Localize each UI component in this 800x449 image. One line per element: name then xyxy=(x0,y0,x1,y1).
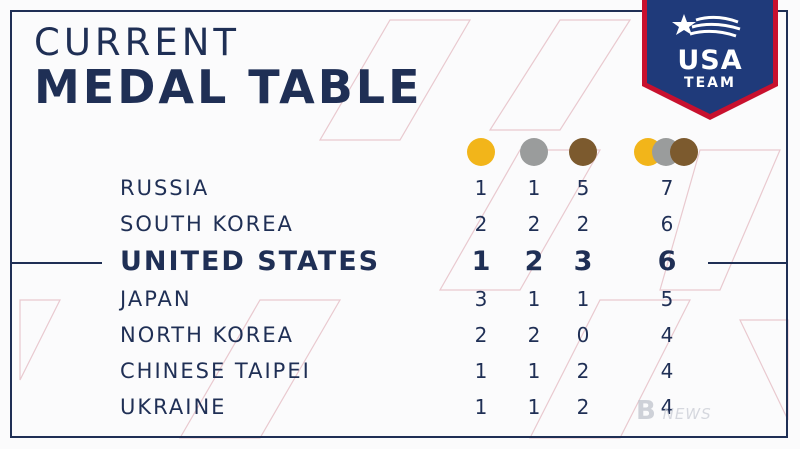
silver-count: 2 xyxy=(527,212,541,236)
watermark-glyph: B xyxy=(636,396,657,426)
total-count: 5 xyxy=(660,287,674,311)
bronze-count: 1 xyxy=(576,287,590,311)
table-row: JAPAN 3 1 1 5 xyxy=(0,283,800,315)
country-name: CHINESE TAIPEI xyxy=(120,359,311,383)
total-count: 4 xyxy=(660,359,674,383)
gold-count: 1 xyxy=(471,246,491,277)
bronze-count: 2 xyxy=(576,395,590,419)
country-name: RUSSIA xyxy=(120,176,210,200)
silver-medal-icon xyxy=(520,138,548,166)
table-row: NORTH KOREA 2 2 0 4 xyxy=(0,319,800,351)
title-line-2: MEDAL TABLE xyxy=(34,60,423,114)
table-row: CHINESE TAIPEI 1 1 2 4 xyxy=(0,355,800,387)
total-count: 4 xyxy=(660,395,674,419)
table-row: RUSSIA 1 1 5 7 xyxy=(0,172,800,204)
silver-count: 1 xyxy=(527,287,541,311)
total-count: 4 xyxy=(660,323,674,347)
country-name: SOUTH KOREA xyxy=(120,212,294,236)
country-name: NORTH KOREA xyxy=(120,323,294,347)
gold-count: 1 xyxy=(474,176,488,200)
table-row: UKRAINE 1 1 2 4 xyxy=(0,391,800,423)
table-row-highlighted: UNITED STATES 1 2 3 6 xyxy=(0,246,800,278)
bronze-count: 0 xyxy=(576,323,590,347)
silver-count: 2 xyxy=(524,246,544,277)
silver-count: 1 xyxy=(527,176,541,200)
bronze-count: 5 xyxy=(576,176,590,200)
bronze-count: 2 xyxy=(576,212,590,236)
watermark-text: NEWS xyxy=(662,405,712,423)
gold-count: 1 xyxy=(474,395,488,419)
table-row: SOUTH KOREA 2 2 2 6 xyxy=(0,208,800,240)
gold-count: 2 xyxy=(474,212,488,236)
total-count: 6 xyxy=(660,212,674,236)
silver-count: 1 xyxy=(527,359,541,383)
total-bronze-icon xyxy=(670,138,698,166)
total-count: 7 xyxy=(660,176,674,200)
bronze-count: 2 xyxy=(576,359,590,383)
team-usa-logo xyxy=(642,0,778,120)
gold-count: 2 xyxy=(474,323,488,347)
gold-medal-icon xyxy=(467,138,495,166)
gold-count: 3 xyxy=(474,287,488,311)
country-name: JAPAN xyxy=(120,287,192,311)
title-line-1: CURRENT xyxy=(34,21,240,64)
star-flag-icon xyxy=(672,14,741,38)
gold-count: 1 xyxy=(474,359,488,383)
highlight-rule-right xyxy=(708,262,788,264)
country-name: UNITED STATES xyxy=(120,246,381,277)
watermark: B NEWS xyxy=(636,396,712,426)
logo-team-text: TEAM xyxy=(684,75,736,91)
outer-frame xyxy=(10,10,788,438)
total-count: 6 xyxy=(657,246,677,277)
silver-count: 2 xyxy=(527,323,541,347)
bronze-medal-icon xyxy=(569,138,597,166)
highlight-rule-left xyxy=(12,262,102,264)
logo-usa-text: USA xyxy=(677,45,743,76)
bronze-count: 3 xyxy=(573,246,593,277)
silver-count: 1 xyxy=(527,395,541,419)
country-name: UKRAINE xyxy=(120,395,227,419)
